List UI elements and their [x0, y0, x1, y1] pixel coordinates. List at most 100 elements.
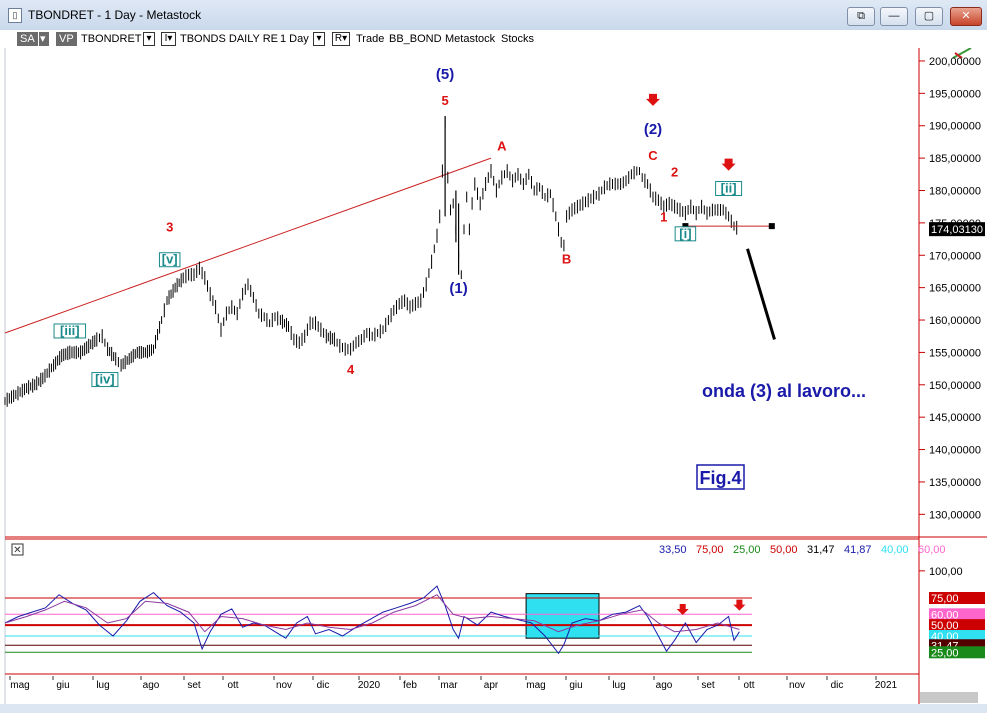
time-axis-label: 2021 — [875, 680, 898, 691]
time-axis-label: mag — [526, 680, 545, 691]
maximize-button[interactable]: ▢ — [915, 7, 943, 26]
price-axis-label: 135,00000 — [929, 477, 981, 489]
wave-label: C — [648, 148, 658, 163]
refresh-icon[interactable]: R▾ — [332, 32, 350, 46]
wave-label: (1) — [449, 280, 467, 297]
osc-level-badge — [929, 619, 985, 632]
level-handle-right — [768, 223, 775, 230]
wave-label: [i] — [679, 226, 691, 241]
time-axis-label: mar — [440, 680, 458, 691]
period-dropdown-icon[interactable]: ▾ — [313, 32, 325, 46]
osc-down-arrow-icon — [676, 603, 689, 615]
window-titlebar: ▯ TBONDRET - 1 Day - Metastock ⧉ — ▢ ✕ — [0, 0, 987, 31]
figure-label-box — [696, 464, 745, 490]
time-axis-label: ago — [143, 680, 160, 691]
close-oscillator-icon[interactable] — [11, 543, 24, 556]
time-axis-label: set — [187, 680, 201, 691]
osc-series-line — [4, 594, 740, 633]
wave-label: B — [562, 252, 571, 267]
time-axis-label: nov — [276, 680, 292, 691]
symbol-field[interactable]: TBONDRET — [81, 33, 142, 45]
osc-level-label: 50,00 — [931, 620, 959, 632]
window-bottom-border — [0, 704, 987, 713]
time-axis-label: ott — [227, 680, 238, 691]
time-axis-label: lug — [612, 680, 625, 691]
wave-label-box — [674, 226, 697, 242]
time-axis-label: 2020 — [358, 680, 381, 691]
wave-label: A — [497, 138, 507, 153]
osc-legend-value: 60,00 — [918, 544, 946, 556]
source-label: Metastock — [445, 33, 496, 45]
symbol-dropdown-icon[interactable]: ▾ — [143, 32, 155, 46]
trendline — [4, 157, 492, 334]
time-axis-label: ago — [656, 680, 673, 691]
price-axis-label: 195,00000 — [929, 88, 981, 100]
time-axis-label: lug — [96, 680, 109, 691]
price-axis-label: 150,00000 — [929, 380, 981, 392]
svg-text:✕: ✕ — [13, 545, 21, 556]
osc-level-label: 60,00 — [931, 609, 959, 621]
wave-label-box — [158, 252, 181, 268]
trade-button[interactable]: Trade — [356, 33, 385, 45]
wave-label: 3 — [166, 219, 173, 234]
down-arrow-icon — [721, 158, 736, 171]
drawing-tools-icon[interactable] — [952, 47, 972, 59]
wave-label: [iv] — [95, 372, 115, 387]
down-arrow-icon — [646, 93, 660, 106]
wave-label: (2) — [644, 121, 662, 138]
wave-label-box — [53, 323, 87, 339]
price-axis-label: 165,00000 — [929, 283, 981, 295]
price-axis-label: 130,00000 — [929, 509, 981, 521]
price-axis-label: 160,00000 — [929, 315, 981, 327]
osc-level-badge — [929, 592, 985, 604]
osc-legend-value: 33,50 — [659, 544, 687, 556]
security-name: TBONDS DAILY RE — [180, 33, 279, 45]
wave-label: [v] — [162, 252, 178, 267]
highlight-box — [525, 593, 600, 639]
wave-label: 1 — [660, 210, 667, 225]
vp-button[interactable]: VP — [56, 32, 77, 46]
price-axis-label: 185,00000 — [929, 153, 981, 165]
type-label: Stocks — [501, 33, 535, 45]
osc-legend-value: 40,00 — [881, 544, 909, 556]
commentary-text: onda (3) al lavoro... — [702, 381, 866, 401]
price-axis-label: 180,00000 — [929, 185, 981, 197]
time-axis-label: dic — [317, 680, 330, 691]
sa-button[interactable]: SA — [17, 32, 38, 46]
time-axis-label: ott — [743, 680, 754, 691]
time-axis-label: nov — [789, 680, 805, 691]
osc-legend-value: 25,00 — [733, 544, 761, 556]
time-axis-label: dic — [831, 680, 844, 691]
close-button[interactable]: ✕ — [950, 7, 982, 26]
price-axis-label: 145,00000 — [929, 412, 981, 424]
time-axis-label: giu — [56, 680, 69, 691]
price-axis-label: 155,00000 — [929, 347, 981, 359]
last-value-badge — [929, 222, 985, 237]
time-axis-label: mag — [10, 680, 29, 691]
figure-label: Fig.4 — [699, 468, 741, 488]
security-info-icon[interactable]: I▾ — [161, 32, 176, 46]
horizontal-scrollbar[interactable] — [920, 692, 978, 703]
price-axis-label: 190,00000 — [929, 121, 981, 133]
wave-label: [ii] — [721, 180, 737, 195]
projection-line — [746, 248, 776, 340]
osc-legend-value: 50,00 — [770, 544, 798, 556]
osc-level-label: 75,00 — [931, 593, 959, 605]
time-axis-label: giu — [569, 680, 582, 691]
restore-window-button[interactable]: ⧉ — [847, 7, 875, 26]
window-title: TBONDRET - 1 Day - Metastock — [28, 8, 202, 22]
last-value-label: 174,03130 — [931, 224, 983, 236]
osc-level-badge — [929, 630, 985, 642]
osc-legend-value: 31,47 — [807, 544, 835, 556]
sa-dropdown-icon[interactable]: ▾ — [39, 32, 49, 46]
osc-legend-value: 75,00 — [696, 544, 724, 556]
time-axis-label: set — [701, 680, 715, 691]
osc-level-label: 25,00 — [931, 647, 959, 659]
app-icon: ▯ — [8, 8, 22, 23]
period-field[interactable]: 1 Day — [280, 33, 309, 45]
minimize-button[interactable]: — — [880, 7, 908, 26]
wave-label: 4 — [347, 362, 355, 377]
osc-down-arrow-icon — [733, 599, 746, 611]
time-axis-label: apr — [484, 680, 499, 691]
